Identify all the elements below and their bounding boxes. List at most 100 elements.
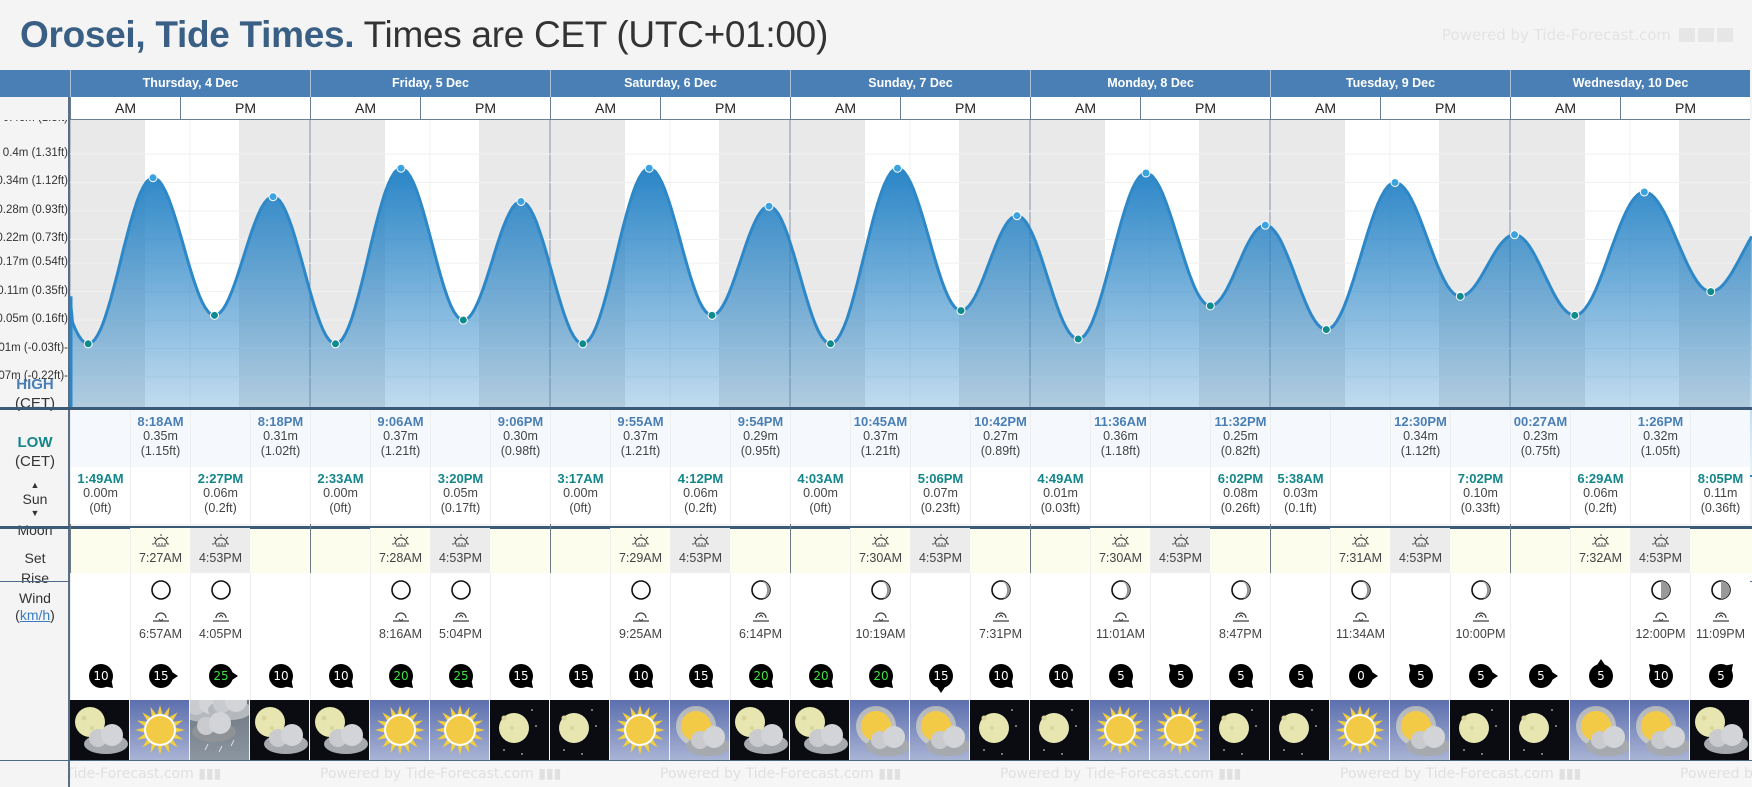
low-tide-meters: 0.03m (1283, 486, 1318, 500)
wind-cell: 5 (1390, 652, 1450, 700)
moon-phase-icon (371, 579, 430, 605)
low-tide-time: 3:20PM (437, 471, 484, 486)
pm-label: PM (660, 97, 790, 120)
high-tide-feet: (1.15ft) (140, 444, 181, 458)
wind-cell: 5 (1150, 652, 1210, 700)
weather-night-cloudy-icon (250, 700, 309, 760)
mountain-logo-icon (1716, 28, 1733, 42)
sunrise-cell: 7:30AM (1090, 528, 1150, 573)
moon-rise-time: 7:31PM (978, 627, 1023, 641)
wind-cell: 20 (850, 652, 910, 700)
wind-cell: 15 (550, 652, 610, 700)
sunset-time: 4:53PM (198, 551, 243, 565)
moon-cell: 9:25AM (610, 573, 670, 652)
moon-cell: 6:57AM (130, 573, 190, 652)
wind-speed: 20 (389, 664, 413, 688)
moon-rise-time: 11:09PM (1695, 627, 1746, 641)
high-tide-meters: 0.36m (1103, 429, 1138, 443)
wind-se-icon: 5 (1229, 664, 1258, 693)
wind-speed: 15 (509, 664, 533, 688)
high-tide-time: 10:45AM (853, 414, 908, 429)
low-tide-marker (1073, 334, 1083, 344)
low-tide-marker (83, 339, 93, 349)
wind-cell: 15 (130, 652, 190, 700)
location-title: Orosei, Tide Times. (20, 14, 355, 55)
wind-cell: 20 (370, 652, 430, 700)
moon-cell (1150, 573, 1210, 652)
low-tide-meters: 0.06m (203, 486, 238, 500)
footer-divider (0, 760, 1752, 761)
sunrise-icon (1091, 533, 1150, 551)
low-tide-cell: 4:49AM 0.01m (0.03ft) (1030, 467, 1090, 524)
high-tide-cell (310, 410, 370, 467)
sunrise-cell: 7:31AM (1330, 528, 1390, 573)
high-tide-marker (516, 196, 526, 206)
low-tide-meters: 0.10m (1463, 486, 1498, 500)
sunrise-cell: 7:32AM (1570, 528, 1630, 573)
wind-unit-link[interactable]: km/h (19, 607, 51, 623)
pm-label: PM (420, 97, 550, 120)
wind-speed: 15 (149, 664, 173, 688)
wind-speed: 5 (1709, 664, 1733, 688)
moon-cell (790, 573, 850, 652)
weather-night-clear-icon (1510, 700, 1569, 760)
low-tide-marker (1205, 301, 1215, 311)
wind-speed: 5 (1169, 664, 1193, 688)
sunset-cell: 4:53PM (1630, 528, 1690, 573)
low-tide-feet: (0ft) (809, 501, 832, 515)
moon-rise-icon (1691, 609, 1750, 627)
low-tide-time: 6:02PM (1217, 471, 1264, 486)
high-tide-cell (1270, 410, 1330, 467)
moon-cell (70, 573, 130, 652)
high-tide-cell (550, 410, 610, 467)
weather-night-cloudy-icon (730, 700, 789, 760)
weather-night-clear-icon (1030, 700, 1089, 760)
sunset-cell: 4:53PM (670, 528, 730, 573)
moon-set-icon (611, 609, 670, 627)
high-tide-meters: 0.27m (983, 429, 1018, 443)
sunset-icon (1151, 533, 1210, 551)
low-tide-cell (490, 467, 550, 524)
am-label: AM (1030, 97, 1140, 120)
high-tide-marker (268, 192, 278, 202)
wind-speed: 5 (1589, 664, 1613, 688)
high-tide-time: 9:55AM (617, 414, 664, 429)
am-label: AM (1510, 97, 1620, 120)
moon-set-time: 11:34AM (1335, 627, 1386, 641)
moon-phase-icon (731, 579, 790, 605)
high-tide-marker (764, 201, 774, 211)
high-tide-meters: 0.32m (1643, 429, 1678, 443)
low-tide-cell: 2:27PM 0.06m (0.2ft) (190, 467, 250, 524)
day-header: Saturday, 6 Dec (550, 70, 790, 97)
high-tide-cell: 10:45AM 0.37m (1.21ft) (850, 410, 910, 467)
wind-se-icon: 10 (89, 664, 118, 693)
low-tide-cell: 5:06PM 0.07m (0.23ft) (910, 467, 970, 524)
high-tide-feet: (1.21ft) (620, 444, 661, 458)
low-tide-marker (1570, 310, 1580, 320)
y-axis-tick-label: 0.4m (1.31ft) (2, 147, 68, 159)
moon-set-icon (1091, 609, 1150, 627)
sunset-icon (1391, 533, 1450, 551)
row-labels-column (0, 70, 70, 787)
sunset-icon (911, 533, 970, 551)
high-tide-cell: 9:06PM 0.30m (0.98ft) (490, 410, 550, 467)
low-tide-cell: 4:03AM 0.00m (0ft) (790, 467, 850, 524)
low-tide-cell (610, 467, 670, 524)
high-tide-feet: (1.21ft) (380, 444, 421, 458)
sunrise-time: 7:30AM (858, 551, 903, 565)
high-tide-time: 1:26PM (1637, 414, 1684, 429)
sunset-time: 4:53PM (1398, 551, 1443, 565)
powered-by-link[interactable]: Powered by Tide-Forecast.com (1442, 26, 1733, 44)
weather-partly-cloudy-icon (1570, 700, 1629, 760)
wind-se-icon: 10 (629, 664, 658, 693)
moon-set-time: 6:57AM (138, 627, 183, 641)
moon-cell (670, 573, 730, 652)
day-header: Friday, 5 Dec (310, 70, 550, 97)
moon-phase-icon (1091, 579, 1150, 605)
high-tide-feet: (1.05ft) (1640, 444, 1681, 458)
high-tide-time: 9:06PM (497, 414, 544, 429)
high-tide-cell: 11:36AM 0.36m (1.18ft) (1090, 410, 1150, 467)
high-tide-marker (396, 163, 406, 173)
wind-cell: 25 (190, 652, 250, 700)
weather-night-cloudy-icon (310, 700, 369, 760)
